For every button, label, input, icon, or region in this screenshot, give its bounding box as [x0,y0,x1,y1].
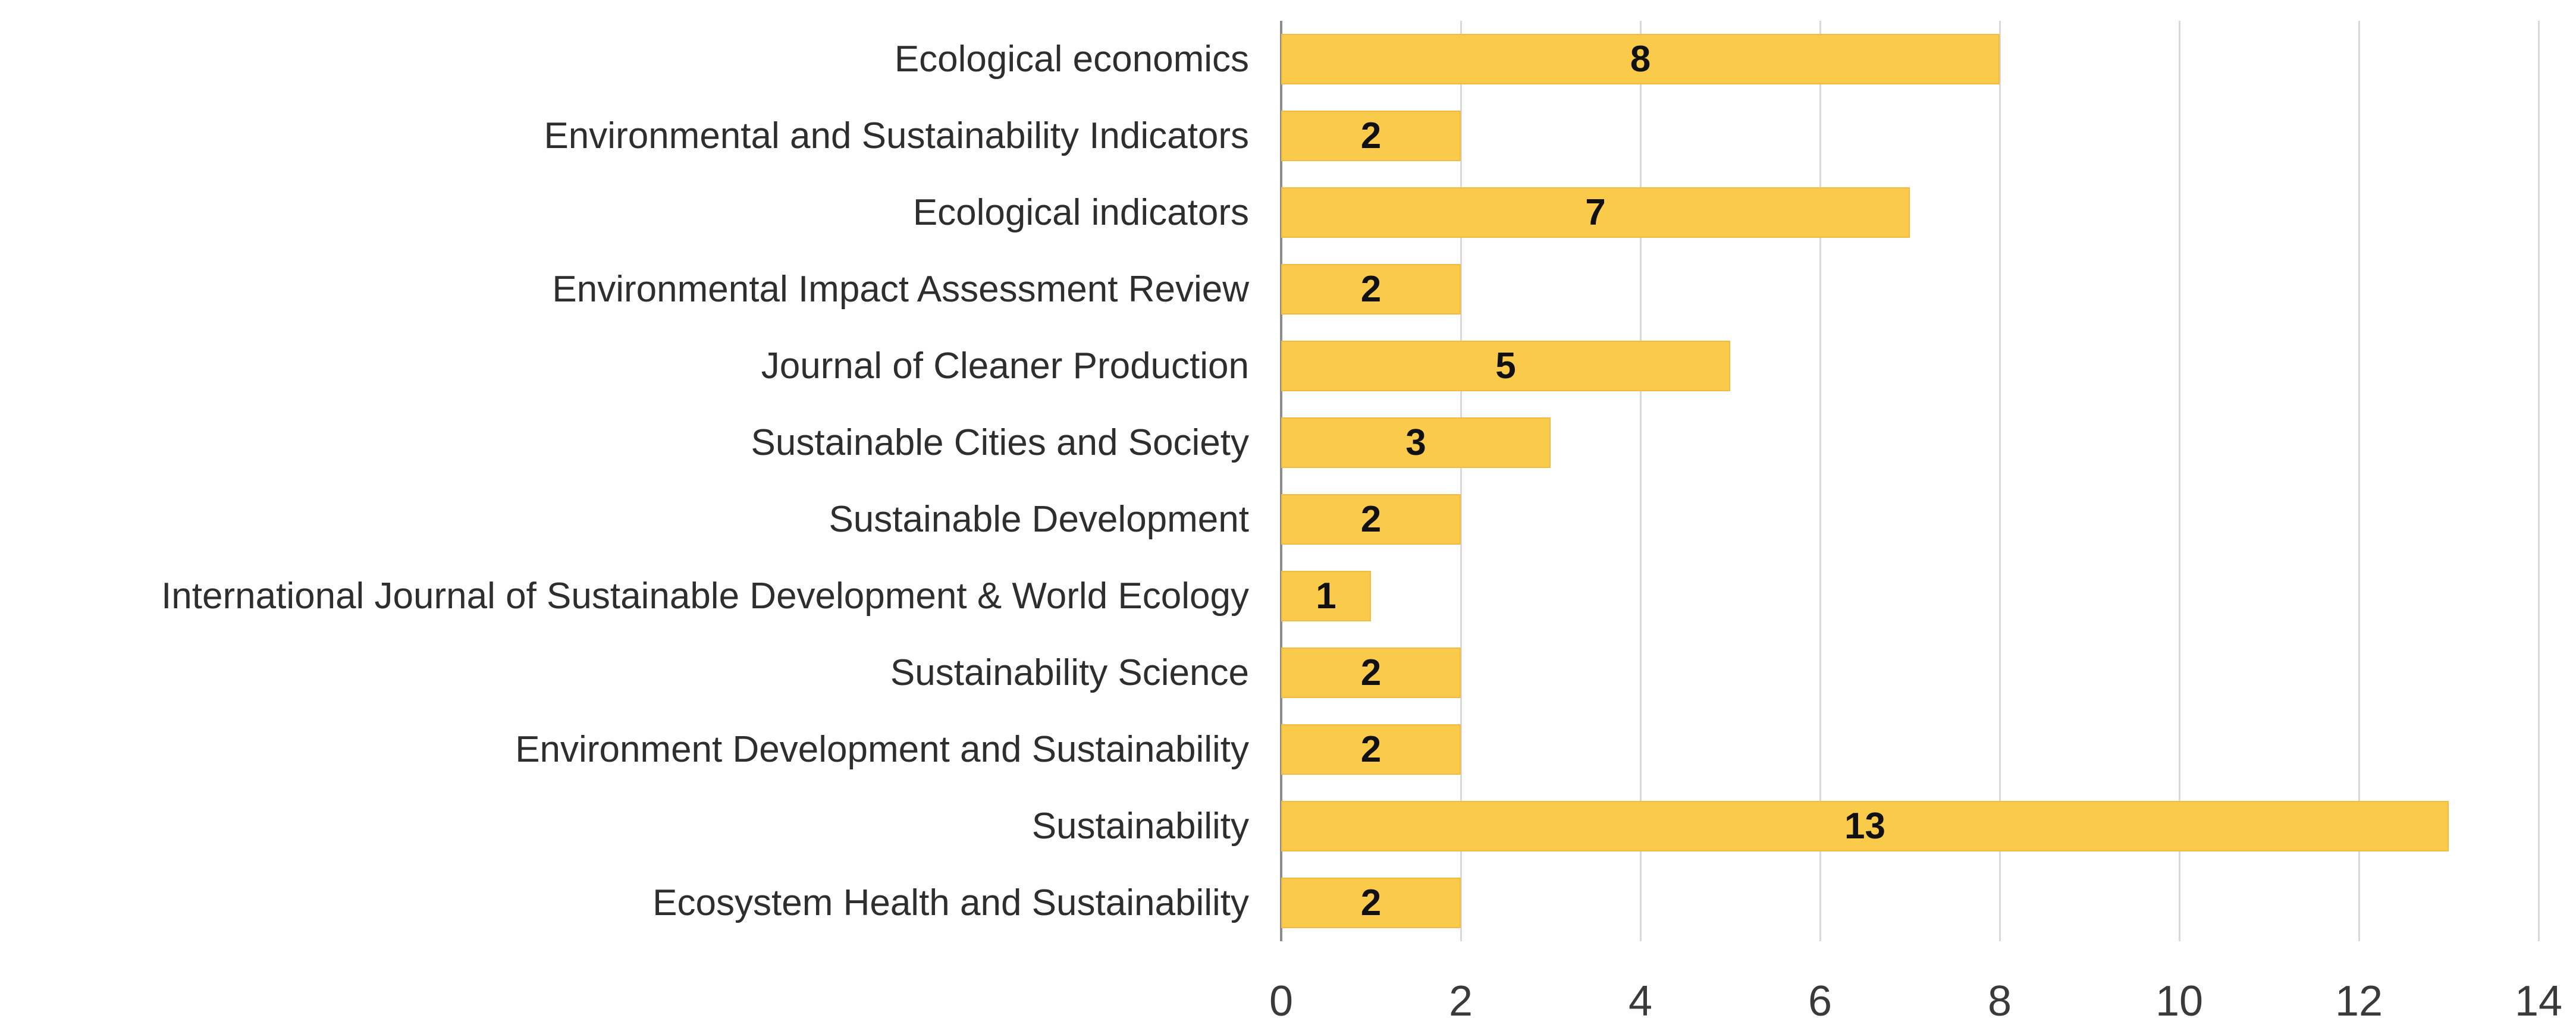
bar-value-label: 7 [1585,191,1606,233]
category-label: Environmental and Sustainability Indicat… [544,115,1249,156]
gridline [2179,21,2180,941]
bar-value-label: 3 [1405,422,1426,463]
gridline [1999,21,2001,941]
gridline [1819,21,1821,941]
category-label: International Journal of Sustainable Dev… [161,575,1249,617]
x-tick-label: 6 [1808,978,1833,1025]
category-label: Sustainability Science [890,652,1249,693]
bar: 1 [1281,571,1371,621]
bar-value-label: 1 [1316,575,1336,617]
bar-value-label: 2 [1360,652,1382,693]
bar-value-label: 2 [1360,268,1382,310]
category-label: Journal of Cleaner Production [761,345,1249,386]
gridline [1460,21,1462,941]
category-label: Sustainable Development [829,498,1249,540]
value-axis-line [1280,21,1282,941]
bar: 2 [1281,878,1461,928]
bar: 5 [1281,341,1730,391]
category-label: Ecosystem Health and Sustainability [652,882,1249,923]
category-label: Ecological economics [894,38,1249,80]
bar: 2 [1281,494,1461,545]
bar-value-label: 8 [1630,38,1651,80]
x-tick-label: 0 [1269,978,1294,1025]
category-label: Sustainability [1031,805,1249,847]
gridline [1640,21,1642,941]
bar: 2 [1281,111,1461,161]
x-tick-label: 4 [1628,978,1653,1025]
bar: 8 [1281,34,2000,84]
category-axis: Ecological economics Environmental and Su… [0,21,1249,941]
x-tick-label: 2 [1448,978,1473,1025]
bar-value-label: 2 [1360,882,1382,923]
bar-value-label: 2 [1360,115,1382,156]
bar: 7 [1281,187,1910,238]
x-tick-label: 12 [2335,978,2383,1025]
x-tick-label: 8 [1987,978,2012,1025]
bar: 13 [1281,801,2449,851]
category-label: Environment Development and Sustainabili… [515,728,1249,770]
bar: 2 [1281,648,1461,698]
bar: 2 [1281,264,1461,315]
bar: 3 [1281,417,1551,468]
category-label: Environmental Impact Assessment Review [552,268,1249,310]
bar: 2 [1281,724,1461,775]
bar-value-label: 13 [1844,805,1885,847]
category-label: Sustainable Cities and Society [751,422,1249,463]
gridline [2358,21,2360,941]
bar-value-label: 2 [1360,498,1382,540]
plot-area: 8 2 7 2 5 3 2 1 2 2 13 2 [1280,21,2540,941]
category-label: Ecological indicators [912,191,1249,233]
bar-value-label: 2 [1360,728,1382,770]
gridline [2538,21,2540,941]
x-tick-label: 14 [2514,978,2563,1025]
bar-value-label: 5 [1495,345,1516,386]
x-tick-label: 10 [2155,978,2204,1025]
